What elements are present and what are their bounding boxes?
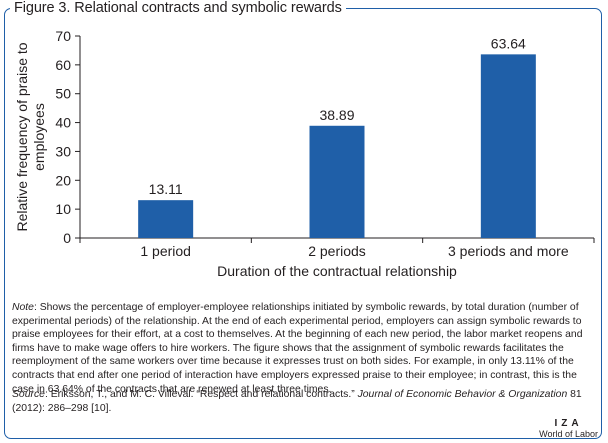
y-axis-label: Relative frequency of praise to [14, 42, 30, 231]
y-tick-label: 40 [55, 115, 71, 131]
logo-mark: IZA [554, 418, 583, 429]
bars: 13.11 38.89 63.64 [138, 35, 536, 238]
figure-source: Source: Eriksson, T., and M. C. Villeval… [12, 388, 598, 415]
source-text-before: : Eriksson, T., and M. C. Villeval. “Res… [44, 389, 358, 400]
source-journal: Journal of Economic Behavior & Organizat… [357, 389, 568, 400]
bar-value-label: 63.64 [491, 35, 526, 51]
note-lead: Note [12, 302, 34, 313]
y-tick-label: 60 [55, 57, 71, 73]
iza-logo: IZA World of Labor [539, 418, 598, 439]
bar-value-label: 13.11 [149, 181, 183, 197]
bar-chart: 0 10 20 30 40 50 60 70 1 period 2 periods 3 perio… [14, 28, 595, 279]
source-text-after: 81 (2012): 286–298 [10]. [12, 389, 582, 414]
bar [138, 200, 194, 238]
y-axis: 0 10 20 30 40 50 60 70 [55, 28, 81, 246]
y-tick-label: 20 [55, 172, 71, 188]
x-axis: 1 period 2 periods 3 periods and more [79, 237, 595, 259]
bar-value-label: 38.89 [319, 107, 354, 123]
x-tick-label: 2 periods [308, 243, 366, 259]
bar [480, 54, 536, 238]
y-tick-label: 50 [55, 86, 71, 102]
figure-note: Note: Shows the percentage of employer-e… [12, 301, 598, 396]
bar [309, 125, 365, 238]
y-tick-label: 10 [55, 201, 71, 217]
y-tick-label: 70 [55, 28, 71, 44]
x-tick-label: 3 periods and more [448, 243, 569, 259]
y-tick-label: 30 [55, 143, 71, 159]
logo-subtitle: World of Labor [539, 429, 598, 439]
x-tick-label: 1 period [140, 243, 191, 259]
source-lead: Source [12, 389, 45, 400]
figure-title: Figure 3. Relational contracts and symbo… [10, 0, 346, 16]
x-axis-label: Duration of the contractual relationship [217, 263, 457, 279]
y-tick-label: 0 [63, 230, 71, 246]
y-axis-label-line2: employees [31, 103, 47, 171]
note-text: : Shows the percentage of employer-emplo… [12, 302, 583, 395]
